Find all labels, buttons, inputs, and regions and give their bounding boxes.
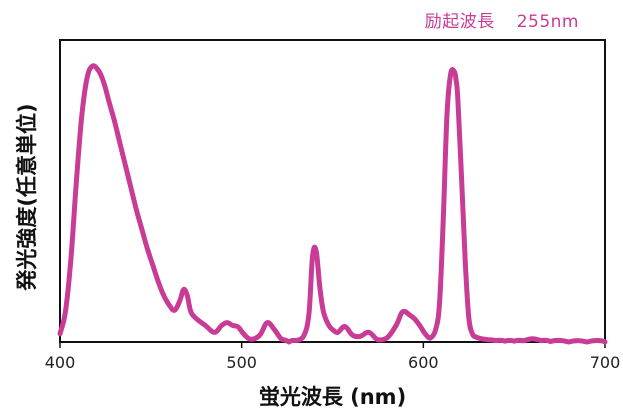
series-layer — [57, 63, 608, 345]
plot-frame — [59, 39, 606, 343]
excitation-label: 励起波長 — [424, 12, 495, 32]
x-tick-label-500: 500 — [226, 353, 257, 372]
x-tick-label-700: 700 — [590, 353, 621, 372]
excitation-value: 255nm — [516, 12, 579, 32]
excitation-annotation: 励起波長 255nm — [425, 7, 579, 32]
series-line-0 — [57, 63, 608, 345]
x-axis-label: 蛍光波長 (nm) — [258, 385, 407, 409]
x-axis-ticks: 400 500 600 700 — [45, 342, 621, 372]
y-axis-label: 発光強度(任意単位) — [15, 103, 39, 291]
x-tick-label-600: 600 — [408, 353, 439, 372]
x-tick-label-400: 400 — [45, 353, 76, 372]
